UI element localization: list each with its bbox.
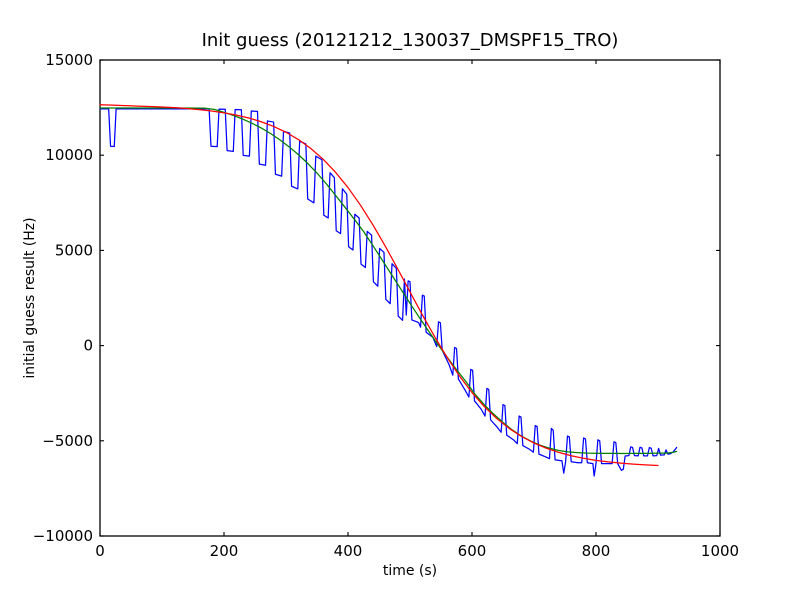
y-axis-label: initial guess result (Hz)	[22, 217, 38, 378]
series-red-line	[99, 104, 659, 467]
y-tick-label: 15000	[45, 51, 93, 69]
x-tick-label: 400	[334, 542, 363, 560]
x-tick-label: 600	[458, 542, 487, 560]
axes-spines	[99, 59, 721, 537]
x-tick-label: 1000	[701, 542, 739, 560]
series-green-line	[99, 107, 678, 455]
x-tick-label: 800	[582, 542, 611, 560]
y-tick-label: 0	[83, 337, 93, 355]
x-axis-label: time (s)	[383, 563, 437, 579]
tick-layer: 0 200 400 600 800 1000 −10000 −5000 0 5000 10000 15…	[33, 51, 739, 560]
series-layer	[99, 104, 678, 477]
y-tick-label: −5000	[42, 432, 93, 450]
y-tick-label: 10000	[45, 146, 93, 164]
chart-title: Init guess (20121212_130037_DMSPF15_TRO)	[202, 30, 619, 51]
series-blue-line	[99, 108, 678, 477]
x-tick-label: 0	[95, 542, 105, 560]
y-tick-label: −10000	[33, 527, 93, 545]
axes-frame	[99, 59, 721, 537]
x-tick-label: 200	[210, 542, 239, 560]
y-tick-label: 5000	[55, 241, 93, 259]
